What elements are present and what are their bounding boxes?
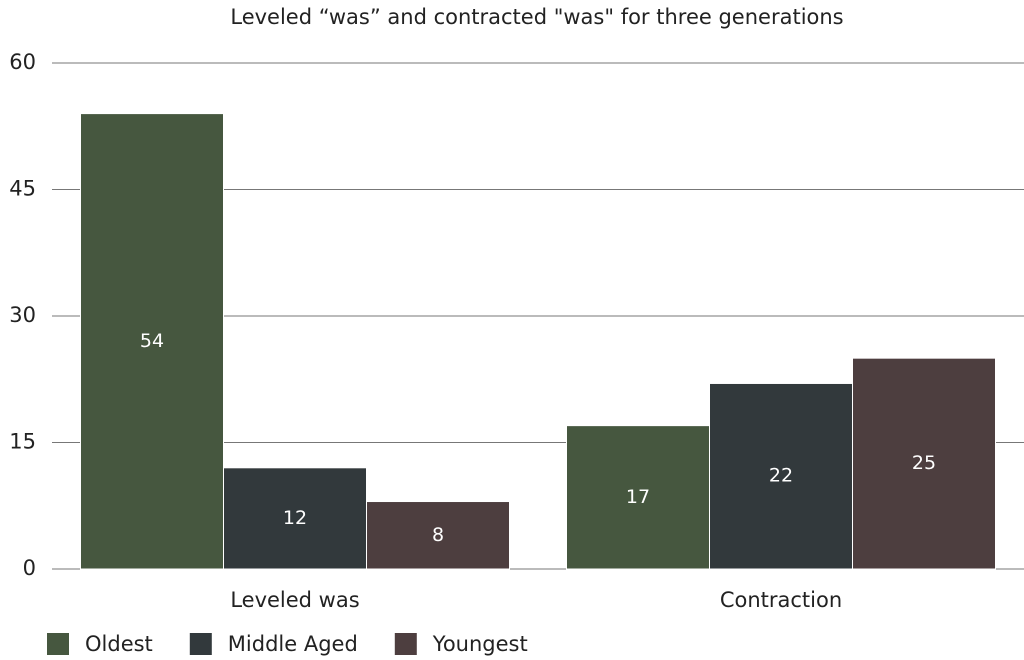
data-label: 12	[283, 507, 307, 529]
data-label: 8	[432, 524, 444, 546]
bar	[852, 357, 996, 570]
y-tick-label: 0	[23, 556, 36, 580]
x-tick-label: Contraction	[720, 588, 842, 612]
y-tick-label: 60	[9, 50, 36, 74]
y-tick-label: 30	[9, 303, 36, 327]
y-tick-label: 15	[9, 430, 36, 454]
legend-swatch	[394, 633, 417, 655]
legend-swatch	[189, 633, 212, 655]
legend-label: Oldest	[85, 632, 153, 656]
data-label: 17	[626, 486, 650, 508]
bar	[223, 467, 367, 570]
x-tick-label: Leveled was	[230, 588, 359, 612]
data-label: 22	[769, 465, 793, 487]
data-label: 54	[140, 330, 164, 352]
data-label: 25	[912, 452, 936, 474]
legend-swatch	[47, 633, 69, 655]
legend-label: Middle Aged	[228, 632, 358, 656]
bar	[566, 425, 710, 570]
chart-title: Leveled “was” and contracted "was" for t…	[230, 5, 843, 29]
bar	[366, 501, 510, 570]
legend-label: Youngest	[432, 632, 528, 656]
bar	[80, 113, 224, 570]
bar	[709, 382, 853, 570]
y-tick-label: 45	[9, 177, 36, 201]
